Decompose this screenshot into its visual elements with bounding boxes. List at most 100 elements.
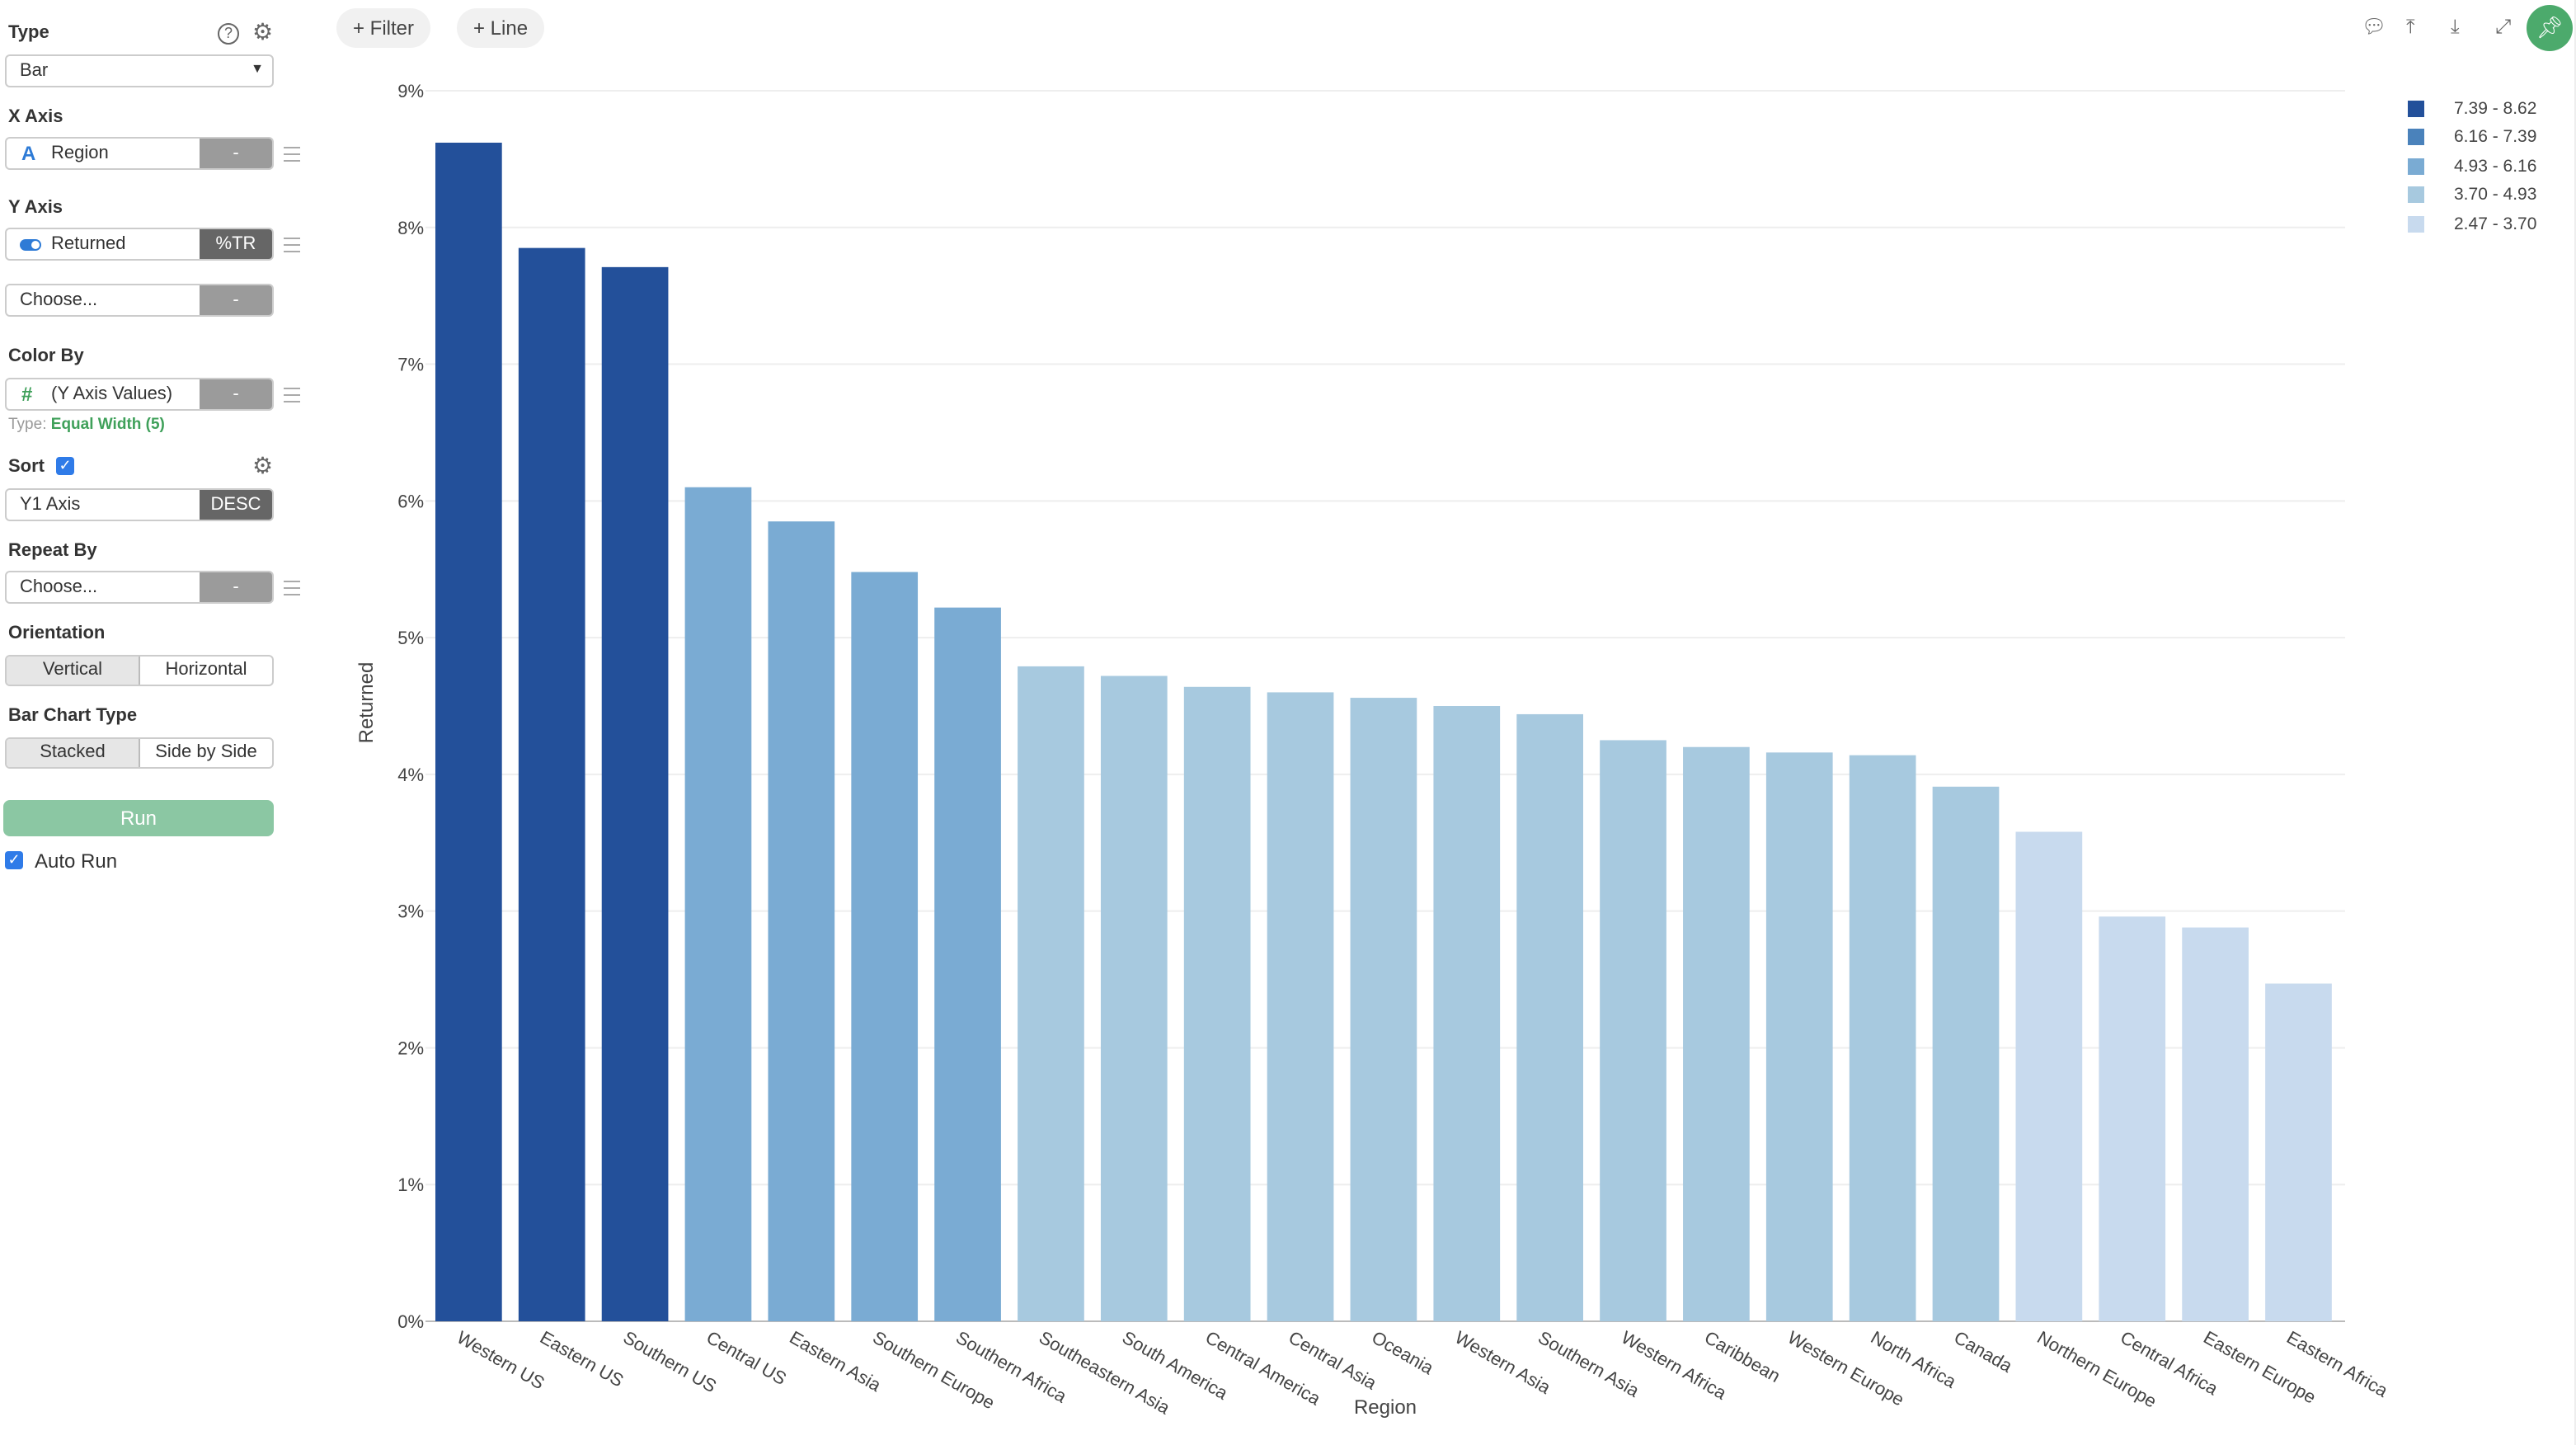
x-tick-label: Southern US [620, 1327, 721, 1397]
x-tick-label: Eastern US [537, 1327, 628, 1391]
legend-swatch [2408, 100, 2424, 117]
chart-type-select[interactable]: Bar ▼ [5, 54, 274, 87]
legend-swatch [2408, 215, 2424, 233]
legend-swatch [2408, 186, 2424, 204]
color-by-field[interactable]: # (Y Axis Values) - [5, 378, 274, 411]
sort-gear-icon[interactable]: ⚙ [252, 452, 274, 478]
color-by-menu-icon[interactable] [284, 388, 300, 402]
chart-config-panel: Type ? ⚙ Bar ▼ X Axis A Region - Y Axis … [0, 0, 313, 1445]
legend-label: 2.47 - 3.70 [2454, 214, 2537, 234]
orientation-label: Orientation [8, 624, 106, 643]
orientation-vertical[interactable]: Vertical [7, 657, 140, 685]
legend-item[interactable]: 6.16 - 7.39 [2408, 123, 2536, 152]
x-axis-menu-icon[interactable] [284, 147, 300, 162]
run-button[interactable]: Run [3, 800, 274, 836]
bar [2015, 831, 2083, 1321]
bar [1018, 666, 1084, 1321]
text-type-icon: A [21, 142, 36, 165]
legend-swatch [2408, 158, 2424, 175]
legend-item[interactable]: 4.93 - 6.16 [2408, 152, 2536, 181]
bar [1267, 692, 1334, 1321]
orientation-toggle: Vertical Horizontal [5, 655, 274, 686]
legend-item[interactable]: 7.39 - 8.62 [2408, 94, 2536, 123]
x-axis-label: X Axis [8, 107, 63, 127]
auto-run-checkbox[interactable]: ✓ [5, 851, 23, 869]
bar [2099, 916, 2166, 1321]
y-tick-label: 3% [397, 901, 424, 922]
y-axis-title: Returned [355, 662, 378, 744]
toggle-icon[interactable] [20, 239, 41, 251]
sort-checkbox[interactable]: ✓ [56, 457, 74, 475]
y-axis-aggregate-button[interactable]: %TR [200, 229, 272, 259]
add-filter-button[interactable]: + Filter [336, 8, 431, 48]
bar [851, 572, 919, 1321]
bar [2265, 983, 2332, 1321]
x-tick-label: Western US [454, 1327, 548, 1394]
bar [601, 266, 669, 1322]
expand-icon[interactable]: ⤢ [2495, 15, 2512, 38]
download-icon[interactable]: ⤓ [2451, 15, 2460, 38]
x-axis-field[interactable]: A Region - [5, 137, 274, 170]
y-tick-label: 5% [397, 628, 424, 648]
x-tick-label: Eastern Asia [786, 1327, 885, 1396]
repeat-by-label: Repeat By [8, 541, 97, 561]
sort-direction-button[interactable]: DESC [200, 490, 272, 520]
bar [684, 487, 752, 1321]
bar [1683, 746, 1750, 1321]
number-type-icon: # [21, 383, 33, 406]
legend-item[interactable]: 3.70 - 4.93 [2408, 181, 2536, 209]
divider [2574, 0, 2576, 1445]
y-axis2-aggregate-button[interactable]: - [200, 285, 272, 315]
legend-label: 4.93 - 6.16 [2454, 156, 2537, 177]
repeat-by-aggregate-button[interactable]: - [200, 572, 272, 602]
legend-item[interactable]: 2.47 - 3.70 [2408, 209, 2536, 238]
orientation-horizontal[interactable]: Horizontal [165, 660, 247, 680]
y-axis2-field[interactable]: Choose... - [5, 284, 274, 317]
gear-icon[interactable]: ⚙ [252, 18, 274, 45]
y-axis-menu-icon[interactable] [284, 238, 300, 252]
help-icon[interactable]: ? [218, 23, 239, 45]
legend-label: 6.16 - 7.39 [2454, 127, 2537, 148]
y-axis-field[interactable]: Returned %TR [5, 228, 274, 261]
bar [1849, 755, 1916, 1321]
x-tick-label: Canada [1951, 1327, 2017, 1377]
legend-swatch [2408, 129, 2424, 146]
bar-type-stacked[interactable]: Stacked [7, 739, 140, 767]
bar [435, 142, 502, 1321]
chart-legend: 7.39 - 8.62 6.16 - 7.39 4.93 - 6.16 3.70 - … [2408, 94, 2536, 238]
type-label: Type [8, 23, 49, 43]
y-tick-label: 8% [397, 218, 424, 238]
sort-field[interactable]: Y1 Axis DESC [5, 488, 274, 521]
bar [2182, 927, 2249, 1321]
bar [1183, 686, 1251, 1321]
pin-icon[interactable]: 📌︎ [2527, 5, 2573, 51]
upload-icon[interactable]: ⤒ [2406, 15, 2415, 38]
y-axis-label: Y Axis [8, 198, 63, 218]
bar [1516, 713, 1583, 1321]
add-line-button[interactable]: + Line [457, 8, 545, 48]
color-by-aggregate-button[interactable]: - [200, 379, 272, 409]
legend-label: 3.70 - 4.93 [2454, 185, 2537, 205]
bar [1350, 698, 1417, 1321]
comment-icon[interactable]: 💬︎ [2362, 15, 2387, 38]
x-axis-title: Region [1354, 1396, 1417, 1419]
y-tick-label: 0% [397, 1311, 424, 1332]
color-type-link[interactable]: Equal Width (5) [50, 416, 165, 434]
color-type-info: Type: Equal Width (5) [8, 416, 165, 434]
repeat-by-menu-icon[interactable] [284, 581, 300, 595]
repeat-by-field[interactable]: Choose... - [5, 571, 274, 604]
y-tick-label: 2% [397, 1038, 424, 1058]
bar [1433, 706, 1501, 1321]
sort-label: Sort [8, 457, 45, 477]
y-tick-label: 7% [397, 355, 424, 375]
bar-chart-type-toggle: Stacked Side by Side [5, 737, 274, 769]
x-tick-label: Oceania [1368, 1327, 1437, 1379]
bar-chart-type-label: Bar Chart Type [8, 706, 138, 726]
bar [1765, 752, 1833, 1321]
bar [768, 521, 835, 1321]
bar-type-side-by-side[interactable]: Side by Side [155, 742, 257, 762]
chevron-down-icon: ▼ [251, 61, 264, 76]
color-by-label: Color By [8, 346, 84, 366]
x-axis-aggregate-button[interactable]: - [200, 139, 272, 168]
bar [1600, 740, 1666, 1321]
